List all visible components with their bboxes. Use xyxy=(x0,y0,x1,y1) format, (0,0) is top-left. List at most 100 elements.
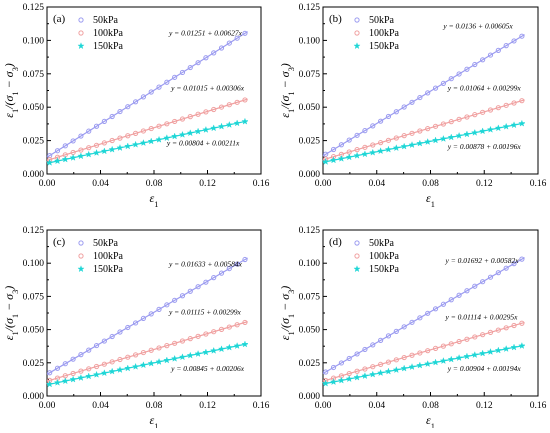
data-point xyxy=(242,256,248,263)
data-point xyxy=(480,109,486,115)
x-tick-label: 0.12 xyxy=(476,179,493,189)
data-point xyxy=(61,377,69,385)
legend-label: 50kPa xyxy=(369,15,395,26)
data-point xyxy=(242,97,248,103)
legend-label: 50kPa xyxy=(93,15,119,26)
data-point xyxy=(409,130,415,136)
data-point xyxy=(117,329,123,335)
data-point xyxy=(164,79,170,85)
data-point xyxy=(203,55,209,61)
legend-label: 150kPa xyxy=(93,264,124,275)
data-point xyxy=(218,326,225,332)
data-point xyxy=(440,80,446,87)
legend-label: 150kPa xyxy=(93,41,124,52)
y-tick-label: 0.025 xyxy=(23,359,45,369)
data-point xyxy=(218,270,225,276)
data-point xyxy=(172,74,178,80)
equation-label: y = 0.01015 + 0.00306x xyxy=(170,84,245,93)
equation-label: y = 0.01064 + 0.00299x xyxy=(447,84,522,93)
data-point xyxy=(172,297,178,303)
data-point xyxy=(156,84,162,90)
data-point xyxy=(424,360,432,367)
data-point xyxy=(117,356,123,363)
data-point xyxy=(401,133,407,139)
legend-label: 100kPa xyxy=(369,251,400,262)
data-point xyxy=(61,155,69,163)
data-point xyxy=(448,297,454,303)
data-point xyxy=(487,329,494,335)
data-point xyxy=(393,357,399,363)
equation-label: y = 0.00845 + 0.00206x xyxy=(170,364,245,373)
data-point xyxy=(432,345,439,351)
data-point xyxy=(101,118,107,124)
data-point xyxy=(378,361,384,368)
data-point xyxy=(86,145,92,151)
data-point xyxy=(448,119,454,125)
data-point xyxy=(156,123,162,129)
data-point xyxy=(362,144,368,150)
data-point xyxy=(377,147,385,155)
data-point xyxy=(354,351,360,357)
series-150kPa xyxy=(322,119,526,165)
y-tick-label: 0.050 xyxy=(23,103,45,113)
data-point xyxy=(425,348,431,354)
data-point xyxy=(519,98,525,104)
data-point xyxy=(217,122,226,130)
data-point xyxy=(46,158,54,166)
y-axis-title: ε1/(σ1 − σ3) xyxy=(278,63,296,118)
data-point xyxy=(392,144,400,152)
data-point xyxy=(178,353,187,361)
data-point xyxy=(471,128,479,136)
data-point xyxy=(109,333,115,340)
y-axis-title: ε1/(σ1 − σ3) xyxy=(278,286,296,341)
data-point xyxy=(456,292,462,298)
data-point xyxy=(124,364,132,372)
data-point xyxy=(503,43,509,49)
data-point xyxy=(178,130,187,138)
x-axis-title: ε1 xyxy=(426,413,435,428)
data-point xyxy=(502,345,510,352)
data-point xyxy=(148,89,154,95)
fit-line xyxy=(322,321,525,382)
panel-a: 0.00 0.04 0.08 0.12 0.16 0.000 0.025 0.050 0.075… xyxy=(2,3,270,209)
data-point xyxy=(140,94,147,100)
data-point xyxy=(148,125,154,132)
data-point xyxy=(503,325,509,331)
data-point xyxy=(54,365,61,371)
data-point xyxy=(409,352,415,358)
data-point xyxy=(187,288,193,294)
data-point xyxy=(233,342,241,349)
data-point xyxy=(179,293,186,299)
series-150kPa xyxy=(46,340,249,388)
fit-line xyxy=(322,99,525,161)
data-point xyxy=(131,362,140,370)
x-tick-label: 0.16 xyxy=(253,179,270,189)
x-axis-title: ε1 xyxy=(150,191,159,209)
data-point xyxy=(479,127,487,135)
data-point xyxy=(93,363,100,370)
data-point xyxy=(330,146,337,153)
data-point xyxy=(486,348,495,355)
data-point xyxy=(495,47,501,53)
data-point xyxy=(242,30,248,36)
data-point xyxy=(432,85,439,91)
legend: 50kPa 100kPa 150kPa xyxy=(77,15,124,52)
panel-label: (b) xyxy=(329,13,342,25)
series-100kPa xyxy=(322,98,525,162)
data-point xyxy=(125,324,131,331)
equation-label: y = 0.01251 + 0.00627x xyxy=(168,28,243,37)
data-point xyxy=(101,338,107,344)
data-point xyxy=(330,364,337,371)
data-point xyxy=(233,119,241,127)
data-point xyxy=(54,148,61,154)
data-point xyxy=(323,151,329,157)
data-point xyxy=(362,128,368,134)
data-point xyxy=(211,329,217,335)
data-point xyxy=(211,106,217,113)
data-point xyxy=(211,275,217,281)
data-point xyxy=(354,132,360,138)
legend-marker xyxy=(354,17,360,23)
y-tick-label: 0.000 xyxy=(23,170,45,180)
data-point xyxy=(495,105,501,111)
